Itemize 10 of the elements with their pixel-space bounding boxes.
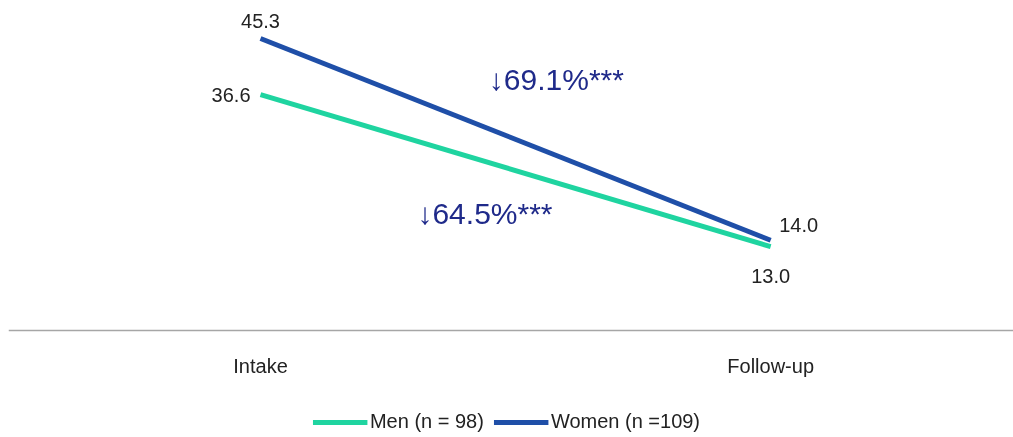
data-label: 14.0 [779,214,819,237]
data-label: 36.6 [211,83,251,106]
annotation: ↓69.1%*** [488,62,625,96]
annotation: ↓64.5%*** [417,197,553,231]
data-label: 13.0 [751,264,791,287]
legend-label: Women (n =109) [550,410,701,433]
legend-label: Men (n = 98) [369,410,484,433]
x-tick-label: Follow-up [727,354,815,377]
x-tick-label: Intake [233,354,288,377]
data-label: 45.3 [241,10,280,33]
